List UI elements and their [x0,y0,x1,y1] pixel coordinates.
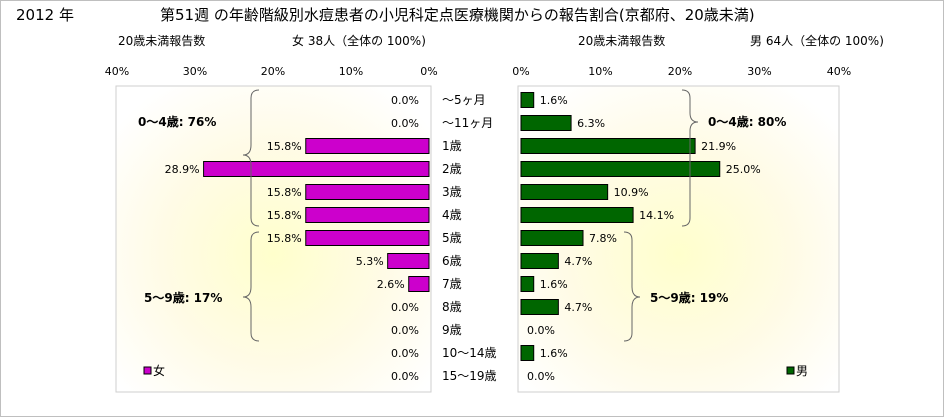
female-0-4-annotation: 0～4歳: 76% [138,114,216,129]
category-label-4: 3歳 [442,185,462,199]
female-5-9-annotation: 5～9歳: 17% [144,290,222,305]
female-0-4-brace [242,89,260,227]
male-subtitle: 20歳未満報告数 [578,34,666,48]
female-bar-2 [305,138,430,154]
male-value-label-8: 1.6% [540,278,568,291]
male-bar-6 [520,230,584,246]
male-bar-2 [520,138,696,154]
male-value-label-9: 4.7% [564,301,592,314]
female-bar-4 [305,184,430,200]
male-value-label-2: 21.9% [701,140,736,153]
female-legend-swatch [143,366,152,375]
male-value-label-0: 1.6% [540,94,568,107]
male-bar-9 [520,299,559,315]
category-label-11: 10～14歳 [442,346,497,360]
category-label-10: 9歳 [442,323,462,337]
female-value-label-0: 0.0% [391,94,419,107]
year-label: 2012 年 [16,6,74,24]
female-value-label-6: 15.8% [267,232,302,245]
female-value-label-7: 5.3% [356,255,384,268]
male-5-9-brace [623,231,641,342]
male-bar-11 [520,345,535,361]
female-value-label-8: 2.6% [377,278,405,291]
female-value-label-3: 28.9% [165,163,200,176]
male-axis-tick-1: 10% [588,65,612,78]
female-value-label-5: 15.8% [267,209,302,222]
male-bar-1 [520,115,572,131]
female-subtitle: 20歳未満報告数 [118,34,206,48]
female-bar-3 [203,161,430,177]
chart-title: 第51週 の年齢階級別水痘患者の小児科定点医療機関からの報告割合(京都府、20歳… [160,6,755,24]
female-value-label-11: 0.0% [391,347,419,360]
female-value-label-4: 15.8% [267,186,302,199]
male-value-label-7: 4.7% [564,255,592,268]
female-value-label-12: 0.0% [391,370,419,383]
male-bar-7 [520,253,559,269]
female-value-label-1: 0.0% [391,117,419,130]
female-total: 女 38人（全体の 100%) [292,34,426,48]
male-bar-4 [520,184,609,200]
category-label-8: 7歳 [442,277,462,291]
male-value-label-11: 1.6% [540,347,568,360]
female-axis-tick-3: 10% [339,65,363,78]
female-value-label-10: 0.0% [391,324,419,337]
category-label-5: 4歳 [442,208,462,222]
male-0-4-annotation: 0～4歳: 80% [708,114,786,129]
male-bar-3 [520,161,721,177]
male-0-4-brace [681,89,699,227]
male-bar-0 [520,92,535,108]
female-axis-tick-2: 20% [261,65,285,78]
male-legend-swatch [786,366,795,375]
male-axis-tick-0: 0% [512,65,529,78]
male-value-label-3: 25.0% [726,163,761,176]
female-bar-7 [387,253,430,269]
category-label-1: ～11ヶ月 [442,116,493,130]
male-bar-8 [520,276,535,292]
male-axis-tick-3: 30% [747,65,771,78]
female-value-label-2: 15.8% [267,140,302,153]
male-value-label-12: 0.0% [527,370,555,383]
category-label-9: 8歳 [442,300,462,314]
male-legend-label: 男 [796,364,808,378]
male-axis-tick-2: 20% [668,65,692,78]
category-label-2: 1歳 [442,139,462,153]
female-value-label-9: 0.0% [391,301,419,314]
female-axis-tick-1: 30% [183,65,207,78]
female-legend-label: 女 [153,363,165,378]
male-value-label-5: 14.1% [639,209,674,222]
male-value-label-6: 7.8% [589,232,617,245]
male-total: 男 64人（全体の 100%) [750,34,884,48]
category-label-3: 2歳 [442,162,462,176]
category-label-12: 15～19歳 [442,369,497,383]
male-axis-tick-4: 40% [827,65,851,78]
male-5-9-annotation: 5～9歳: 19% [650,290,728,305]
female-5-9-brace [242,231,260,342]
category-label-0: ～5ヶ月 [442,93,486,107]
male-value-label-4: 10.9% [614,186,649,199]
female-axis-tick-4: 0% [420,65,437,78]
male-bar-5 [520,207,634,223]
category-label-7: 6歳 [442,254,462,268]
category-label-6: 5歳 [442,231,462,245]
female-bar-6 [305,230,430,246]
female-bar-8 [408,276,430,292]
female-bar-5 [305,207,430,223]
male-value-label-1: 6.3% [577,117,605,130]
male-value-label-10: 0.0% [527,324,555,337]
female-axis-tick-0: 40% [105,65,129,78]
